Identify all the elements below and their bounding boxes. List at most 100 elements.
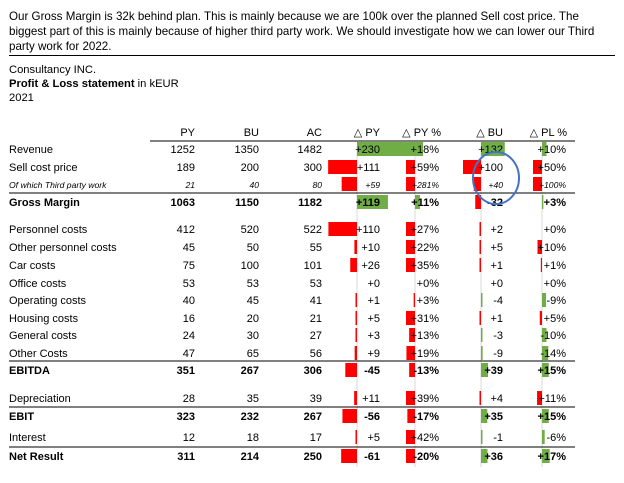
value-cell: 1482 xyxy=(298,144,322,156)
delta-pl-pct-label: +3% xyxy=(544,197,567,209)
delta-py-pct-bar xyxy=(406,258,415,272)
delta-py-label: +111 xyxy=(357,162,380,174)
delta-bu-bar xyxy=(479,258,481,272)
delta-pl-pct-bar xyxy=(540,258,542,272)
delta-pl-pct-label: +0% xyxy=(544,278,567,290)
delta-py-pct-label: +3% xyxy=(417,295,440,307)
value-cell: 232 xyxy=(241,411,259,423)
delta-bu-label: -1 xyxy=(493,432,503,444)
delta-py-pct-label: +59% xyxy=(411,162,440,174)
delta-py-pct-label: +27% xyxy=(411,224,440,236)
value-cell: 21 xyxy=(184,180,195,190)
delta-py-bar xyxy=(342,409,357,423)
delta-py-label: +1 xyxy=(367,295,380,307)
delta-py-pct-label: -13% xyxy=(413,365,439,377)
delta-py-label: +3 xyxy=(367,330,380,342)
delta-pl-pct-bar xyxy=(542,346,549,360)
delta-bu-bar xyxy=(479,222,481,236)
delta-bu-label: +36 xyxy=(484,451,503,463)
value-cell: 80 xyxy=(312,180,322,190)
value-cell: 16 xyxy=(183,313,195,325)
delta-bu-label: +100 xyxy=(478,162,503,174)
delta-py-bar xyxy=(350,258,357,272)
delta-pl-pct-bar xyxy=(542,409,549,423)
value-cell: 189 xyxy=(177,162,195,174)
delta-pl-pct-label: -9% xyxy=(546,295,566,307)
delta-py-pct-bar xyxy=(415,142,424,156)
delta-py-label: +11 xyxy=(362,393,380,405)
report-year: 2021 xyxy=(9,92,34,104)
value-cell: 20 xyxy=(247,313,259,325)
value-cell: 56 xyxy=(310,348,322,360)
delta-pl-pct-bar xyxy=(537,391,542,405)
delta-pl-pct-bar xyxy=(542,142,547,156)
delta-py-bar xyxy=(341,177,357,191)
delta-py-pct-label: +39% xyxy=(411,393,440,405)
row-label: Office costs xyxy=(9,278,67,290)
value-cell: 75 xyxy=(183,260,195,272)
commentary-text: Our Gross Margin is 32k behind plan. Thi… xyxy=(9,9,615,56)
row-label: Depreciation xyxy=(9,393,71,405)
delta-pl-pct-bar xyxy=(542,293,547,307)
delta-bu-label: +35 xyxy=(484,411,503,423)
column-header: △ PY xyxy=(354,127,381,139)
delta-py-bar xyxy=(357,142,417,156)
delta-py-label: +59 xyxy=(365,180,380,190)
row-label: Net Result xyxy=(9,451,64,463)
row-label: EBITDA xyxy=(9,365,50,377)
statement-title-line: Profit & Loss statement in kEUR xyxy=(9,77,179,91)
delta-pl-pct-label: +15% xyxy=(538,365,567,377)
delta-py-pct-bar xyxy=(406,311,415,325)
value-cell: 35 xyxy=(247,393,259,405)
row-label: Gross Margin xyxy=(9,197,80,209)
column-header: AC xyxy=(307,127,322,139)
value-cell: 50 xyxy=(247,242,259,254)
delta-pl-pct-bar xyxy=(542,430,545,444)
delta-py-pct-bar xyxy=(406,430,415,444)
row-label: Other Costs xyxy=(9,348,68,360)
row-label: Sell cost price xyxy=(9,162,77,174)
delta-bu-label: +2 xyxy=(490,224,503,236)
delta-bu-label: +39 xyxy=(484,365,503,377)
value-cell: 1182 xyxy=(298,197,322,209)
delta-pl-pct-label: +0% xyxy=(544,224,567,236)
value-cell: 30 xyxy=(247,330,259,342)
delta-bu-label: +5 xyxy=(490,242,503,254)
value-cell: 53 xyxy=(183,278,195,290)
delta-pl-pct-label: -10% xyxy=(540,330,566,342)
delta-py-pct-label: +42% xyxy=(411,432,440,444)
delta-py-pct-bar xyxy=(409,328,415,342)
delta-bu-label: -9 xyxy=(493,348,503,360)
delta-py-pct-label: +18% xyxy=(411,144,440,156)
value-cell: 311 xyxy=(177,451,195,463)
delta-py-pct-bar xyxy=(406,346,415,360)
delta-pl-pct-label: +15% xyxy=(538,411,567,423)
delta-pl-pct-label: -6% xyxy=(546,432,566,444)
delta-bu-label: +4 xyxy=(490,393,503,405)
delta-py-label: +110 xyxy=(356,224,380,236)
delta-bu-bar xyxy=(481,293,483,307)
delta-py-pct-bar xyxy=(413,293,415,307)
row-label: Other personnel costs xyxy=(9,242,117,254)
value-cell: 53 xyxy=(310,278,322,290)
value-cell: 65 xyxy=(247,348,259,360)
delta-bu-label: -4 xyxy=(493,295,503,307)
value-cell: 100 xyxy=(241,260,259,272)
delta-bu-bar xyxy=(481,346,483,360)
delta-pl-pct-label: +10% xyxy=(538,144,567,156)
value-cell: 520 xyxy=(241,224,259,236)
delta-bu-label: +0 xyxy=(490,278,503,290)
delta-bu-bar xyxy=(479,240,481,254)
value-cell: 250 xyxy=(304,451,322,463)
value-cell: 40 xyxy=(183,295,195,307)
delta-py-pct-label: +35% xyxy=(411,260,440,272)
delta-py-bar xyxy=(328,222,357,236)
row-label: EBIT xyxy=(9,411,34,423)
company-name: Consultancy INC. xyxy=(9,64,97,76)
value-cell: 101 xyxy=(304,260,322,272)
delta-pl-pct-label: +50% xyxy=(538,162,567,174)
delta-py-label: +9 xyxy=(367,348,380,360)
delta-py-bar xyxy=(355,430,357,444)
value-cell: 306 xyxy=(304,365,322,377)
